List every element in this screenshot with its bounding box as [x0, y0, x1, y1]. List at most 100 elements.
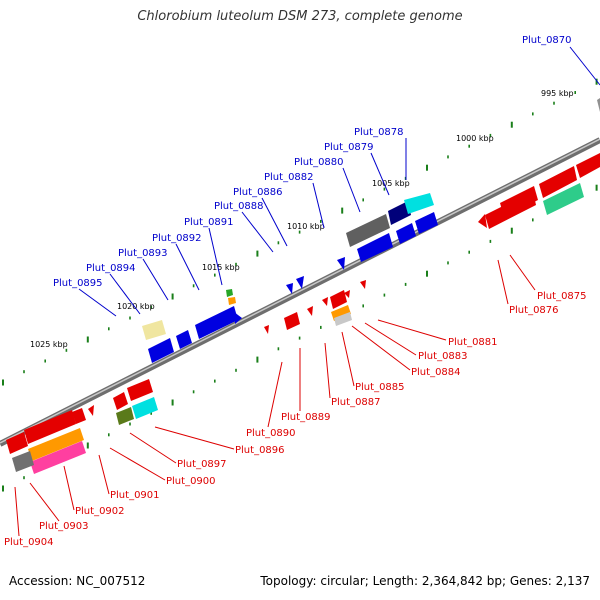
scale-tick [44, 359, 46, 363]
gene-arrow[interactable] [24, 410, 76, 444]
scale-tick [426, 270, 428, 277]
scale-tick [447, 261, 449, 265]
gene-arrow[interactable] [296, 276, 304, 289]
forward-gene-labels: Plut_0870 Plut_0878 Plut_0879 Plut_0880 … [53, 35, 572, 289]
gene-arrow[interactable] [331, 305, 351, 321]
scale-tick [65, 348, 68, 352]
gene-arrow[interactable] [344, 290, 350, 298]
gene-label[interactable]: Plut_0896 [235, 445, 285, 456]
gene-arrow[interactable] [357, 233, 393, 262]
gene-arrow[interactable] [195, 306, 238, 339]
scale-tick [150, 411, 152, 415]
kbp-label: 1015 kbp [202, 263, 240, 272]
gene-arrow[interactable] [12, 451, 34, 472]
gene-label[interactable]: Plut_0903 [39, 521, 89, 532]
scale-tick [86, 442, 89, 449]
kbp-label: 995 kbp [541, 89, 574, 98]
scale-tick [214, 273, 216, 277]
scale-tick [108, 327, 110, 331]
gene-label[interactable]: Plut_0892 [152, 233, 202, 244]
gene-label[interactable]: Plut_0881 [448, 337, 498, 348]
gene-label[interactable]: Plut_0888 [214, 201, 264, 212]
gene-arrow[interactable] [543, 183, 584, 215]
scale-tick [23, 476, 25, 480]
gene-arrow[interactable] [234, 312, 242, 324]
gene-arrow[interactable] [226, 289, 233, 297]
gene-arrow[interactable] [500, 186, 538, 217]
scale-tick [2, 379, 4, 386]
gene-arrow[interactable] [228, 297, 236, 305]
gene-label[interactable]: Plut_0889 [281, 412, 331, 423]
gene-label[interactable]: Plut_0890 [246, 428, 296, 439]
gene-arrow[interactable] [597, 98, 600, 112]
scale-tick [150, 305, 152, 309]
gene-label[interactable]: Plut_0875 [537, 291, 587, 302]
gene-arrow[interactable] [264, 325, 269, 334]
scale-tick [383, 293, 386, 297]
gene-label[interactable]: Plut_0885 [355, 382, 405, 393]
gene-arrow[interactable] [116, 407, 134, 425]
scale-tick [532, 218, 534, 222]
scale-tick [383, 187, 386, 191]
gene-arrow[interactable] [132, 397, 158, 419]
gene-arrow[interactable] [127, 379, 153, 401]
gene-label[interactable]: Plut_0891 [184, 217, 234, 228]
kbp-label: 1000 kbp [456, 134, 494, 143]
scale-tick [171, 293, 174, 300]
gene-arrow[interactable] [6, 432, 28, 454]
gene-label[interactable]: Plut_0893 [118, 248, 168, 259]
gene-label[interactable]: Plut_0894 [86, 263, 136, 274]
gene-label[interactable]: Plut_0901 [110, 490, 160, 501]
gene-label[interactable]: Plut_0882 [264, 172, 314, 183]
gene-arrow[interactable] [360, 280, 366, 289]
gene-label[interactable]: Plut_0880 [294, 157, 344, 168]
gene-arrow[interactable] [307, 306, 313, 316]
gene-arrow[interactable] [72, 408, 86, 424]
gene-arrow[interactable] [346, 214, 390, 247]
gene-arrow[interactable] [415, 212, 438, 234]
gene-arrow[interactable] [88, 405, 94, 416]
scale-tick [447, 155, 449, 159]
gene-label[interactable]: Plut_0886 [233, 187, 283, 198]
gene-arrow[interactable] [113, 392, 128, 410]
scale-tick [256, 356, 259, 363]
gene-arrow[interactable] [30, 441, 86, 474]
gene-label[interactable]: Plut_0895 [53, 278, 103, 289]
scale-tick [341, 207, 344, 214]
gene-arrow[interactable] [284, 312, 300, 330]
gene-arrow[interactable] [539, 166, 577, 198]
gene-arrow[interactable] [148, 338, 174, 363]
gene-arrow[interactable] [286, 283, 293, 294]
scale-tick [277, 241, 280, 245]
kbp-label: 1005 kbp [372, 179, 410, 188]
gene-label[interactable]: Plut_0904 [4, 537, 54, 548]
gene-label[interactable]: Plut_0883 [418, 351, 468, 362]
scale-tick [532, 112, 534, 116]
gene-arrow[interactable] [334, 312, 352, 326]
gene-arrow[interactable] [478, 214, 487, 228]
gene-arrow[interactable] [337, 257, 345, 270]
gene-label[interactable]: Plut_0900 [166, 476, 216, 487]
gene-label[interactable]: Plut_0878 [354, 127, 404, 138]
gene-label[interactable]: Plut_0884 [411, 367, 461, 378]
gene-arrow[interactable] [176, 330, 192, 349]
gene-arrow[interactable] [330, 290, 347, 309]
scale-tick [23, 370, 25, 374]
gene-label[interactable]: Plut_0876 [509, 305, 559, 316]
gene-arrow[interactable] [576, 153, 600, 178]
gene-label[interactable]: Plut_0887 [331, 397, 381, 408]
gene-label[interactable]: Plut_0879 [324, 142, 374, 153]
gene-label[interactable]: Plut_0902 [75, 506, 125, 517]
gene-arrow[interactable] [142, 320, 166, 340]
gene-label[interactable]: Plut_0870 [522, 35, 572, 46]
gene-arrow[interactable] [28, 428, 84, 461]
scale-tick [595, 78, 598, 85]
scale-tick [256, 250, 259, 257]
scale-tick [489, 239, 492, 243]
genome-title: Chlorobium luteolum DSM 273, complete ge… [137, 9, 463, 24]
gene-arrow[interactable] [388, 201, 411, 225]
gene-arrow[interactable] [396, 223, 416, 244]
gene-arrow[interactable] [404, 193, 434, 214]
gene-arrow[interactable] [322, 297, 328, 306]
gene-label[interactable]: Plut_0897 [177, 459, 227, 470]
